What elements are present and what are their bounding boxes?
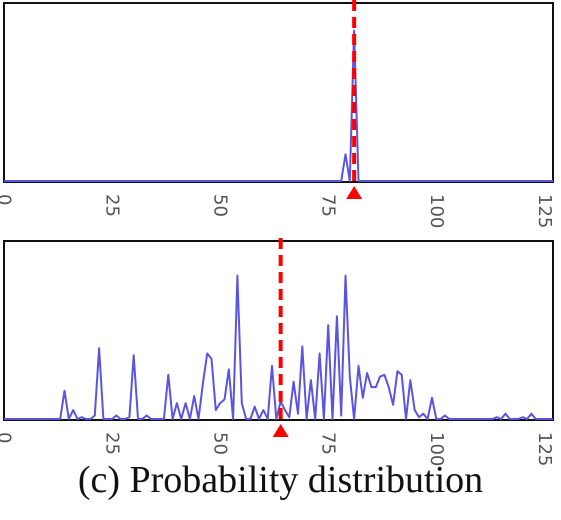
x-tick-label: 100 bbox=[426, 194, 447, 228]
figure-caption: (c) Probability distribution bbox=[77, 459, 484, 501]
x-tick-label: 0 bbox=[0, 194, 15, 205]
top-distribution-line bbox=[4, 29, 553, 182]
x-tick-label: 25 bbox=[102, 194, 123, 217]
bottom-distribution-line bbox=[4, 274, 553, 420]
x-tick-label: 125 bbox=[534, 432, 555, 466]
bottom-plot-frame bbox=[3, 240, 554, 421]
top-panel: 0 25 50 75 100 125 bbox=[0, 0, 555, 228]
x-tick-label: 50 bbox=[210, 432, 231, 455]
top-x-ticks: 0 25 50 75 100 125 bbox=[0, 194, 555, 228]
x-tick-label: 25 bbox=[102, 432, 123, 455]
top-marker-triangle bbox=[346, 186, 363, 199]
x-tick-label: 75 bbox=[318, 432, 339, 455]
x-tick-label: 50 bbox=[210, 194, 231, 217]
x-tick-label: 75 bbox=[318, 194, 339, 217]
x-tick-label: 100 bbox=[426, 432, 447, 466]
bottom-x-ticks: 0 25 50 75 100 125 bbox=[0, 432, 555, 466]
top-plot-frame bbox=[3, 2, 554, 183]
bottom-panel: 0 25 50 75 100 125 bbox=[0, 238, 555, 466]
x-tick-label: 125 bbox=[534, 194, 555, 228]
x-tick-label: 0 bbox=[0, 432, 15, 443]
bottom-marker-triangle bbox=[272, 424, 289, 437]
